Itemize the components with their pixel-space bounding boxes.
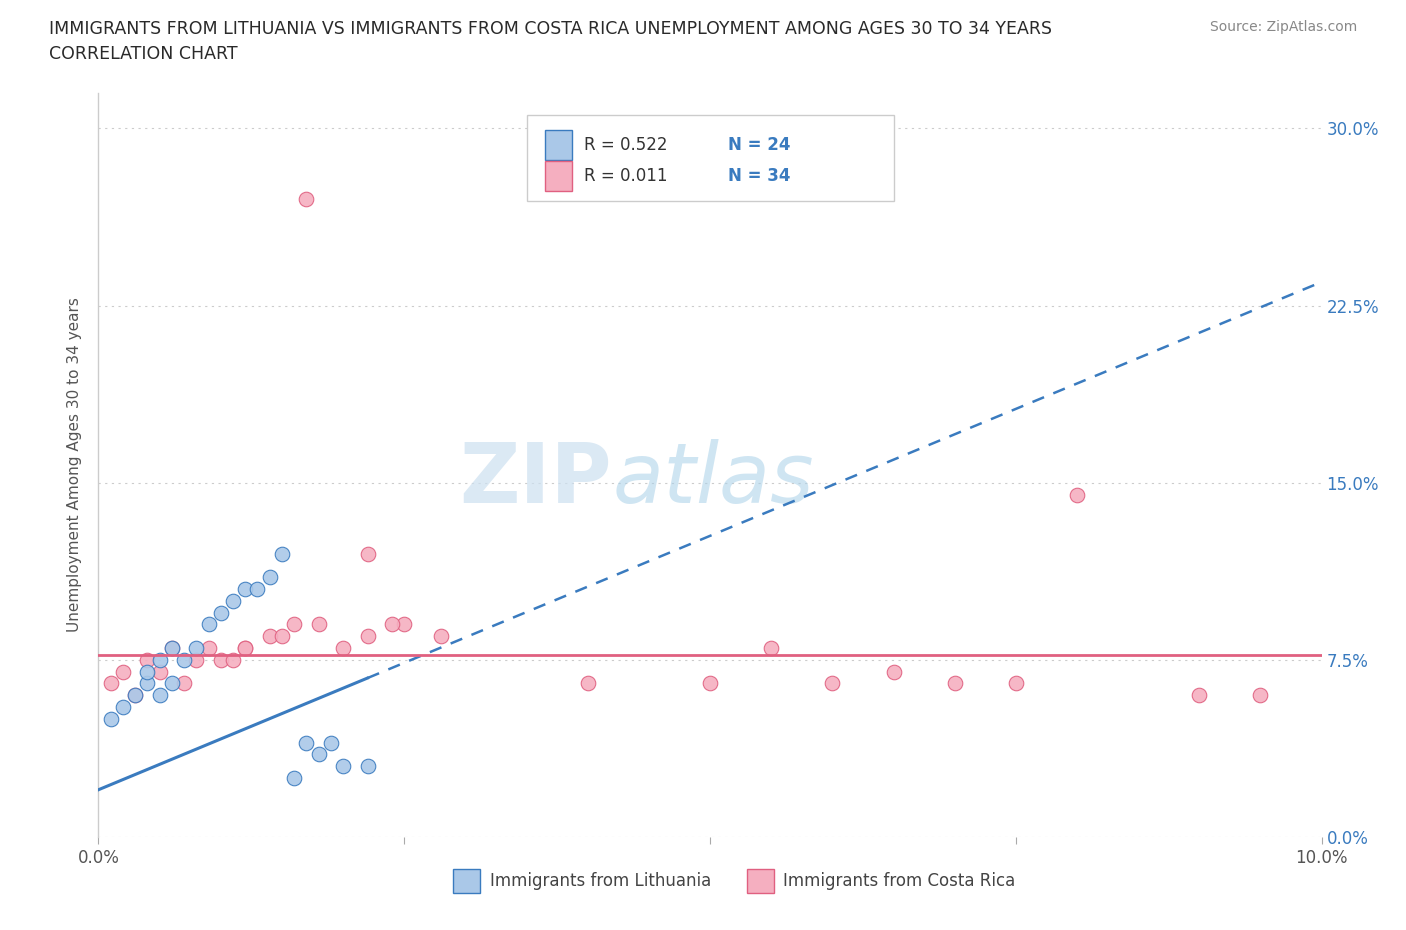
Point — [430, 629, 453, 644]
Point — [160, 641, 183, 656]
Point — [149, 688, 172, 703]
Point — [160, 641, 183, 656]
Point — [197, 617, 219, 631]
Point — [197, 641, 219, 656]
Point — [100, 711, 122, 726]
Point — [759, 641, 782, 656]
Point — [1004, 676, 1026, 691]
Point — [1066, 487, 1088, 502]
Point — [381, 617, 404, 631]
Point — [233, 581, 256, 596]
Point — [356, 629, 378, 644]
Point — [149, 664, 172, 679]
Text: Source: ZipAtlas.com: Source: ZipAtlas.com — [1209, 20, 1357, 34]
Point — [124, 688, 146, 703]
Text: Immigrants from Lithuania: Immigrants from Lithuania — [489, 872, 711, 890]
Point — [943, 676, 966, 691]
Point — [209, 653, 232, 668]
Point — [124, 688, 146, 703]
Point — [270, 546, 292, 561]
Point — [209, 605, 232, 620]
Point — [392, 617, 416, 631]
Point — [332, 759, 354, 774]
Point — [233, 641, 256, 656]
Text: N = 24: N = 24 — [728, 136, 792, 154]
Point — [136, 676, 159, 691]
Point — [100, 676, 122, 691]
Text: atlas: atlas — [612, 439, 814, 521]
Point — [136, 664, 159, 679]
Bar — [546, 130, 572, 160]
Bar — [453, 869, 479, 893]
Point — [883, 664, 905, 679]
Point — [222, 653, 245, 668]
Point — [136, 653, 159, 668]
Point — [699, 676, 721, 691]
Point — [186, 641, 208, 656]
Point — [1188, 688, 1211, 703]
Text: R = 0.011: R = 0.011 — [583, 167, 668, 185]
Point — [173, 653, 195, 668]
Point — [173, 676, 195, 691]
Text: N = 34: N = 34 — [728, 167, 792, 185]
Point — [186, 653, 208, 668]
FancyBboxPatch shape — [526, 115, 893, 201]
Text: Immigrants from Costa Rica: Immigrants from Costa Rica — [783, 872, 1015, 890]
Point — [576, 676, 599, 691]
Point — [149, 653, 172, 668]
Point — [111, 664, 134, 679]
Point — [308, 747, 330, 762]
Text: R = 0.522: R = 0.522 — [583, 136, 668, 154]
Point — [270, 629, 292, 644]
Y-axis label: Unemployment Among Ages 30 to 34 years: Unemployment Among Ages 30 to 34 years — [67, 298, 83, 632]
Point — [1249, 688, 1271, 703]
Point — [295, 735, 318, 750]
Bar — [747, 869, 773, 893]
Point — [308, 617, 330, 631]
Point — [283, 617, 305, 631]
Point — [259, 570, 281, 585]
Point — [233, 641, 256, 656]
Text: CORRELATION CHART: CORRELATION CHART — [49, 45, 238, 62]
Point — [222, 593, 245, 608]
Point — [821, 676, 844, 691]
Point — [259, 629, 281, 644]
Point — [319, 735, 342, 750]
Text: IMMIGRANTS FROM LITHUANIA VS IMMIGRANTS FROM COSTA RICA UNEMPLOYMENT AMONG AGES : IMMIGRANTS FROM LITHUANIA VS IMMIGRANTS … — [49, 20, 1052, 38]
Text: ZIP: ZIP — [460, 439, 612, 521]
Point — [332, 641, 354, 656]
Point — [356, 759, 378, 774]
Point — [356, 546, 378, 561]
Point — [160, 676, 183, 691]
Point — [246, 581, 269, 596]
Point — [283, 771, 305, 786]
Bar — [546, 162, 572, 192]
Point — [295, 192, 318, 206]
Point — [111, 699, 134, 714]
